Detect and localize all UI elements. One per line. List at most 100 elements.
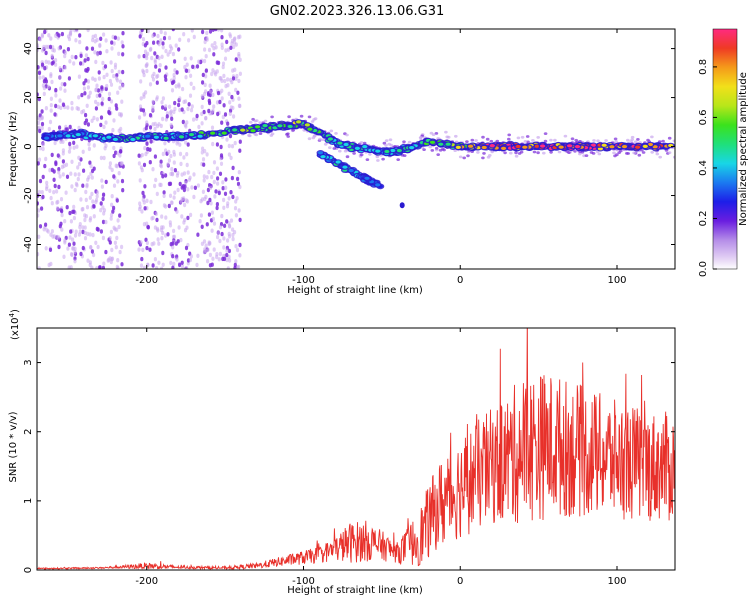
noise-point: [137, 247, 141, 252]
noise-point: [375, 155, 380, 159]
noise-point: [213, 41, 217, 46]
noise-point: [116, 258, 120, 263]
noise-point: [179, 237, 183, 243]
noise-point: [80, 110, 84, 115]
noise-point: [47, 262, 51, 268]
y-tick-label: 2: [23, 429, 34, 435]
noise-point: [84, 68, 88, 73]
noise-point: [44, 59, 48, 64]
noise-point: [56, 199, 60, 205]
noise-point: [612, 151, 616, 155]
noise-point: [159, 182, 163, 188]
noise-point: [234, 87, 238, 93]
noise-point: [91, 34, 95, 39]
noise-point: [97, 76, 101, 81]
noise-point: [70, 184, 74, 189]
noise-point: [630, 135, 635, 139]
noise-point: [231, 194, 235, 200]
ridge-point: [145, 134, 151, 138]
ridge-point: [277, 124, 283, 128]
noise-point: [321, 138, 326, 142]
noise-point: [170, 200, 174, 205]
noise-point: [207, 240, 211, 245]
noise-point: [81, 225, 85, 230]
noise-point: [152, 40, 156, 45]
noise-point: [215, 100, 220, 105]
noise-point: [217, 60, 221, 66]
noise-point: [118, 149, 123, 154]
noise-point: [222, 205, 226, 210]
noise-point: [212, 104, 216, 109]
noise-point: [428, 145, 433, 149]
noise-point: [216, 176, 220, 181]
noise-point: [172, 72, 176, 78]
noise-point: [47, 126, 51, 132]
noise-point: [199, 213, 203, 218]
noise-point: [77, 74, 81, 79]
noise-point: [161, 41, 165, 46]
noise-point: [212, 160, 217, 165]
noise-point: [218, 171, 223, 176]
noise-point: [116, 151, 120, 156]
noise-point: [202, 239, 207, 244]
noise-point: [141, 108, 146, 113]
noise-point: [234, 244, 238, 249]
noise-point: [231, 105, 235, 111]
noise-point: [172, 152, 176, 157]
noise-point: [40, 121, 45, 127]
noise-point: [216, 230, 220, 236]
noise-point: [77, 161, 82, 167]
noise-point: [637, 153, 642, 157]
noise-point: [352, 152, 356, 155]
noise-point: [160, 214, 164, 219]
noise-point: [63, 53, 67, 59]
noise-point: [113, 35, 117, 40]
noise-point: [88, 90, 92, 96]
noise-point: [211, 216, 215, 222]
noise-point: [182, 187, 186, 193]
noise-point: [85, 46, 89, 51]
noise-point: [489, 139, 494, 143]
noise-point: [57, 235, 61, 240]
noise-point: [157, 122, 161, 127]
noise-point: [164, 204, 168, 209]
noise-point: [54, 33, 58, 38]
noise-point: [94, 59, 98, 65]
noise-point: [44, 79, 49, 84]
noise-point: [104, 219, 108, 225]
noise-point: [112, 153, 116, 159]
ridge-point: [558, 145, 564, 149]
noise-point: [182, 196, 186, 201]
noise-point: [103, 64, 108, 69]
noise-point: [402, 140, 406, 144]
noise-point: [113, 65, 117, 70]
noise-point: [55, 189, 59, 194]
noise-point: [57, 167, 61, 172]
noise-point: [180, 260, 184, 265]
noise-point: [105, 72, 109, 78]
noise-point: [95, 93, 99, 99]
noise-point: [74, 38, 78, 43]
noise-point: [205, 175, 209, 180]
noise-point: [215, 252, 219, 257]
noise-point: [84, 78, 88, 83]
noise-point: [37, 120, 41, 126]
colorbar-ticks: 0.0 0.2 0.4 0.6 0.8: [698, 59, 717, 277]
noise-point: [104, 38, 108, 43]
noise-point: [387, 142, 392, 146]
noise-point: [117, 51, 121, 56]
ridge-point: [92, 134, 98, 138]
noise-point: [196, 183, 200, 188]
noise-point: [37, 65, 40, 70]
noise-point: [172, 228, 176, 234]
noise-point: [270, 115, 274, 119]
noise-point: [613, 137, 618, 141]
noise-point: [503, 151, 507, 155]
noise-point: [151, 122, 155, 127]
x-tick-label: -100: [292, 576, 315, 587]
noise-point: [145, 245, 149, 251]
noise-point: [155, 191, 159, 197]
noise-point: [139, 263, 144, 268]
noise-point: [120, 244, 124, 250]
